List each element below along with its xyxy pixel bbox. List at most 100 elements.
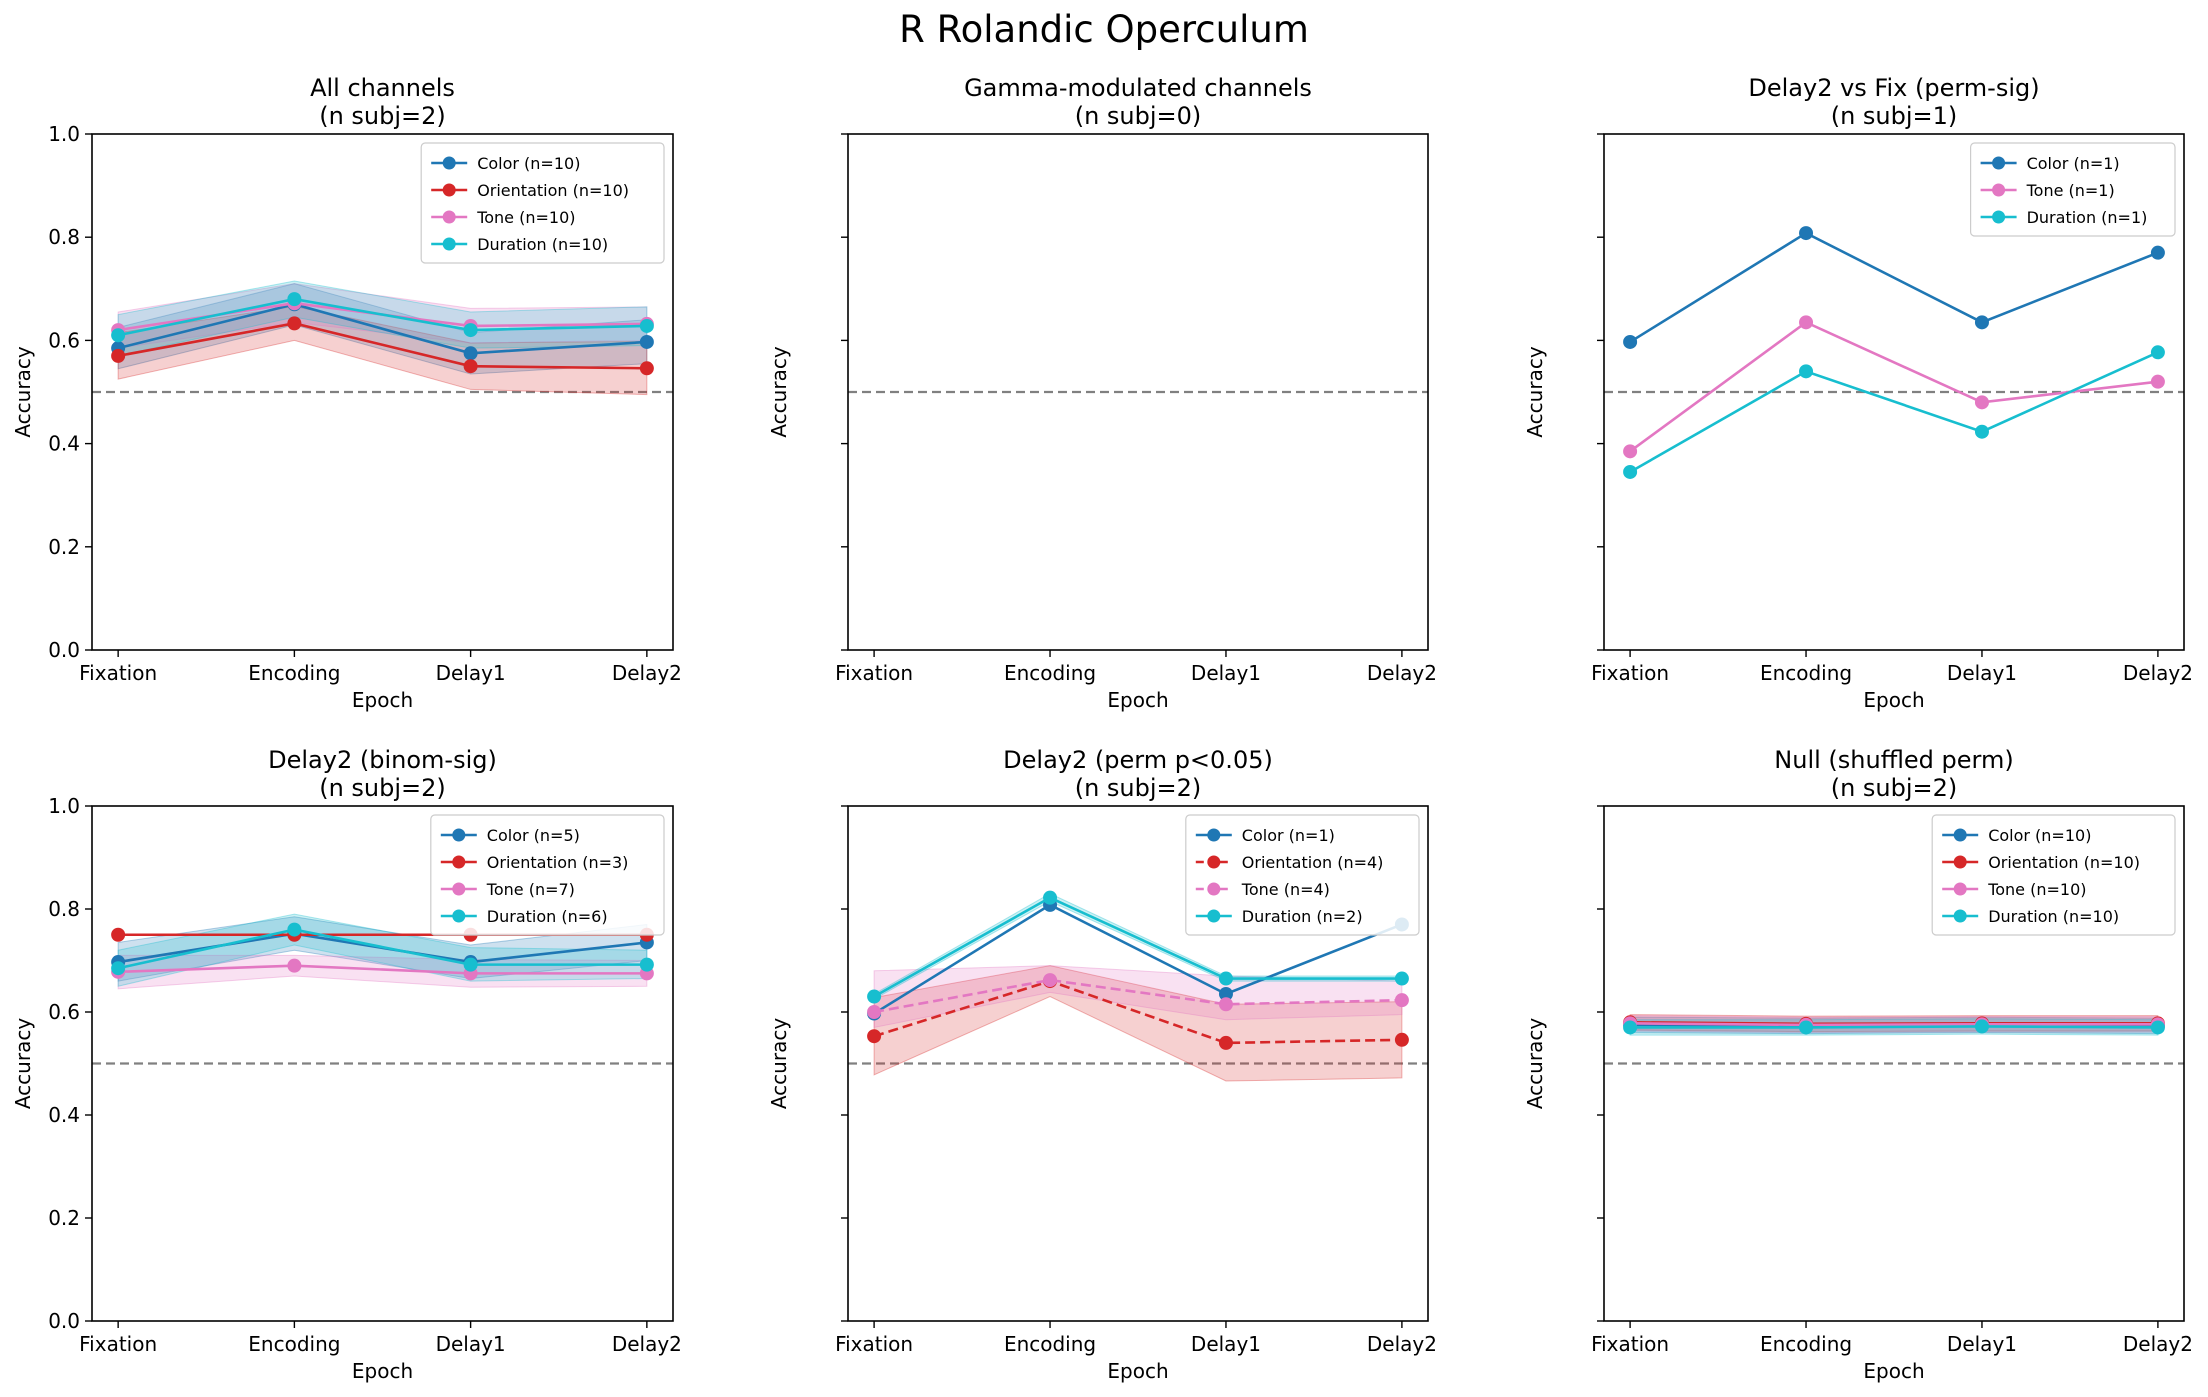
series-line bbox=[117, 302, 647, 355]
x-tick-label: Delay2 bbox=[1367, 1332, 1437, 1356]
series-line bbox=[117, 928, 647, 970]
confidence-band bbox=[873, 965, 1403, 1029]
series-line bbox=[873, 896, 1402, 998]
axes-frame bbox=[91, 805, 674, 1322]
data-point bbox=[1623, 444, 1638, 459]
x-tick-label: Encoding bbox=[248, 661, 340, 685]
legend-label: Tone (n=4) bbox=[1241, 880, 1330, 899]
data-point bbox=[1623, 464, 1638, 479]
legend-frame bbox=[1185, 814, 1420, 936]
data-point bbox=[1974, 424, 1989, 439]
axes-frame bbox=[847, 805, 1429, 1322]
subplot-1: All channels(n subj=2) 0.0 0.2 0.4 0.6 0.8 1.0… bbox=[11, 74, 682, 712]
legend-label: Color (n=1) bbox=[2027, 154, 2120, 173]
y-tick-label: 0.0 bbox=[48, 1309, 80, 1333]
legend-label: Tone (n=10) bbox=[476, 208, 575, 227]
legend-label: Duration (n=1) bbox=[2027, 208, 2148, 227]
data-point bbox=[1218, 1035, 1233, 1050]
legend-label: Orientation (n=4) bbox=[1242, 853, 1384, 872]
legend: Color (n=10) Orientation (n=10) Tone (n=10… bbox=[1931, 814, 2176, 936]
legend-label: Orientation (n=10) bbox=[477, 181, 629, 200]
legend-marker bbox=[1207, 882, 1221, 896]
x-axis-label: Epoch bbox=[352, 1359, 413, 1383]
legend-label: Orientation (n=3) bbox=[487, 853, 629, 872]
data-point bbox=[639, 957, 654, 972]
legend-marker bbox=[1953, 909, 1967, 923]
subplot-title: (n subj=1) bbox=[1831, 102, 1958, 130]
x-tick-label: Fixation bbox=[1591, 1332, 1669, 1356]
data-point bbox=[287, 958, 302, 973]
data-point bbox=[287, 316, 302, 331]
subplot-title: Delay2 (binom-sig) bbox=[268, 746, 497, 774]
subplot-6: Null (shuffled perm)(n subj=2) Fixation En… bbox=[1523, 746, 2193, 1383]
series-line bbox=[873, 978, 1402, 1014]
subplot-title: Delay2 vs Fix (perm-sig) bbox=[1748, 74, 2039, 102]
legend-label: Tone (n=1) bbox=[2026, 181, 2115, 200]
legend-marker bbox=[1207, 855, 1221, 869]
x-tick-label: Delay2 bbox=[1367, 661, 1437, 685]
x-tick-label: Fixation bbox=[79, 1332, 157, 1356]
y-tick-label: 0.6 bbox=[48, 328, 80, 352]
data-point bbox=[1974, 315, 1989, 330]
y-tick-label: 0.8 bbox=[48, 225, 80, 249]
axes-frame bbox=[1603, 133, 2185, 651]
data-point bbox=[463, 957, 478, 972]
x-tick-label: Delay2 bbox=[2123, 661, 2193, 685]
x-tick-label: Fixation bbox=[835, 661, 913, 685]
legend-frame bbox=[420, 142, 665, 264]
data-point bbox=[1799, 364, 1814, 379]
data-point bbox=[111, 961, 126, 976]
x-tick-label: Fixation bbox=[79, 661, 157, 685]
subplot-5: Delay2 (perm p<0.05)(n subj=2) Fixation En… bbox=[767, 746, 1437, 1383]
series-line bbox=[117, 297, 647, 337]
subplot-title: All channels bbox=[310, 74, 455, 102]
subplot-title: (n subj=2) bbox=[319, 774, 446, 802]
data-point bbox=[111, 927, 126, 942]
data-point bbox=[867, 989, 882, 1004]
x-axis-label: Epoch bbox=[1107, 688, 1168, 712]
legend-label: Color (n=10) bbox=[477, 154, 580, 173]
y-axis-label: Accuracy bbox=[1523, 346, 1547, 437]
axes-frame bbox=[847, 133, 1429, 651]
x-tick-label: Fixation bbox=[1591, 661, 1669, 685]
y-tick-label: 1.0 bbox=[48, 794, 80, 818]
legend-label: Duration (n=2) bbox=[1242, 907, 1363, 926]
data-point bbox=[1218, 986, 1233, 1001]
x-axis-label: Epoch bbox=[1863, 688, 1924, 712]
data-point bbox=[2150, 374, 2165, 389]
figure-title: R Rolandic Operculum bbox=[899, 8, 1309, 51]
series-line bbox=[1630, 1025, 2158, 1029]
subplot-2: Gamma-modulated channels(n subj=0) Fixati… bbox=[767, 74, 1437, 712]
legend-marker bbox=[1207, 828, 1221, 842]
x-tick-label: Fixation bbox=[835, 1332, 913, 1356]
data-point bbox=[639, 318, 654, 333]
legend-marker bbox=[442, 210, 456, 224]
x-tick-label: Encoding bbox=[248, 1332, 340, 1356]
y-tick-label: 0.4 bbox=[48, 432, 80, 456]
data-point bbox=[1218, 997, 1233, 1012]
x-tick-label: Delay2 bbox=[2123, 1332, 2193, 1356]
data-point bbox=[1799, 315, 1814, 330]
subplot-title: (n subj=2) bbox=[319, 102, 446, 130]
legend-label: Orientation (n=10) bbox=[1988, 853, 2140, 872]
y-tick-label: 0.8 bbox=[48, 897, 80, 921]
series-line bbox=[1629, 231, 2159, 344]
x-tick-label: Encoding bbox=[1004, 661, 1096, 685]
legend-marker bbox=[442, 183, 456, 197]
legend-label: Duration (n=10) bbox=[477, 235, 608, 254]
y-axis-label: Accuracy bbox=[1523, 1018, 1547, 1109]
y-tick-label: 0.2 bbox=[48, 1206, 80, 1230]
x-tick-label: Delay1 bbox=[436, 661, 506, 685]
axes-frame bbox=[1603, 805, 2185, 1322]
data-point bbox=[1043, 890, 1058, 905]
y-tick-label: 0.0 bbox=[48, 638, 80, 662]
legend-label: Duration (n=10) bbox=[1988, 907, 2119, 926]
data-point bbox=[1974, 1019, 1989, 1034]
legend: Color (n=1) Orientation (n=4) Tone (n=4) Du… bbox=[1185, 814, 1420, 936]
legend-marker bbox=[1992, 210, 2006, 224]
data-point bbox=[463, 346, 478, 361]
legend: Color (n=5) Orientation (n=3) Tone (n=7) Du… bbox=[430, 814, 665, 936]
data-point bbox=[639, 334, 654, 349]
data-point bbox=[1394, 993, 1409, 1008]
